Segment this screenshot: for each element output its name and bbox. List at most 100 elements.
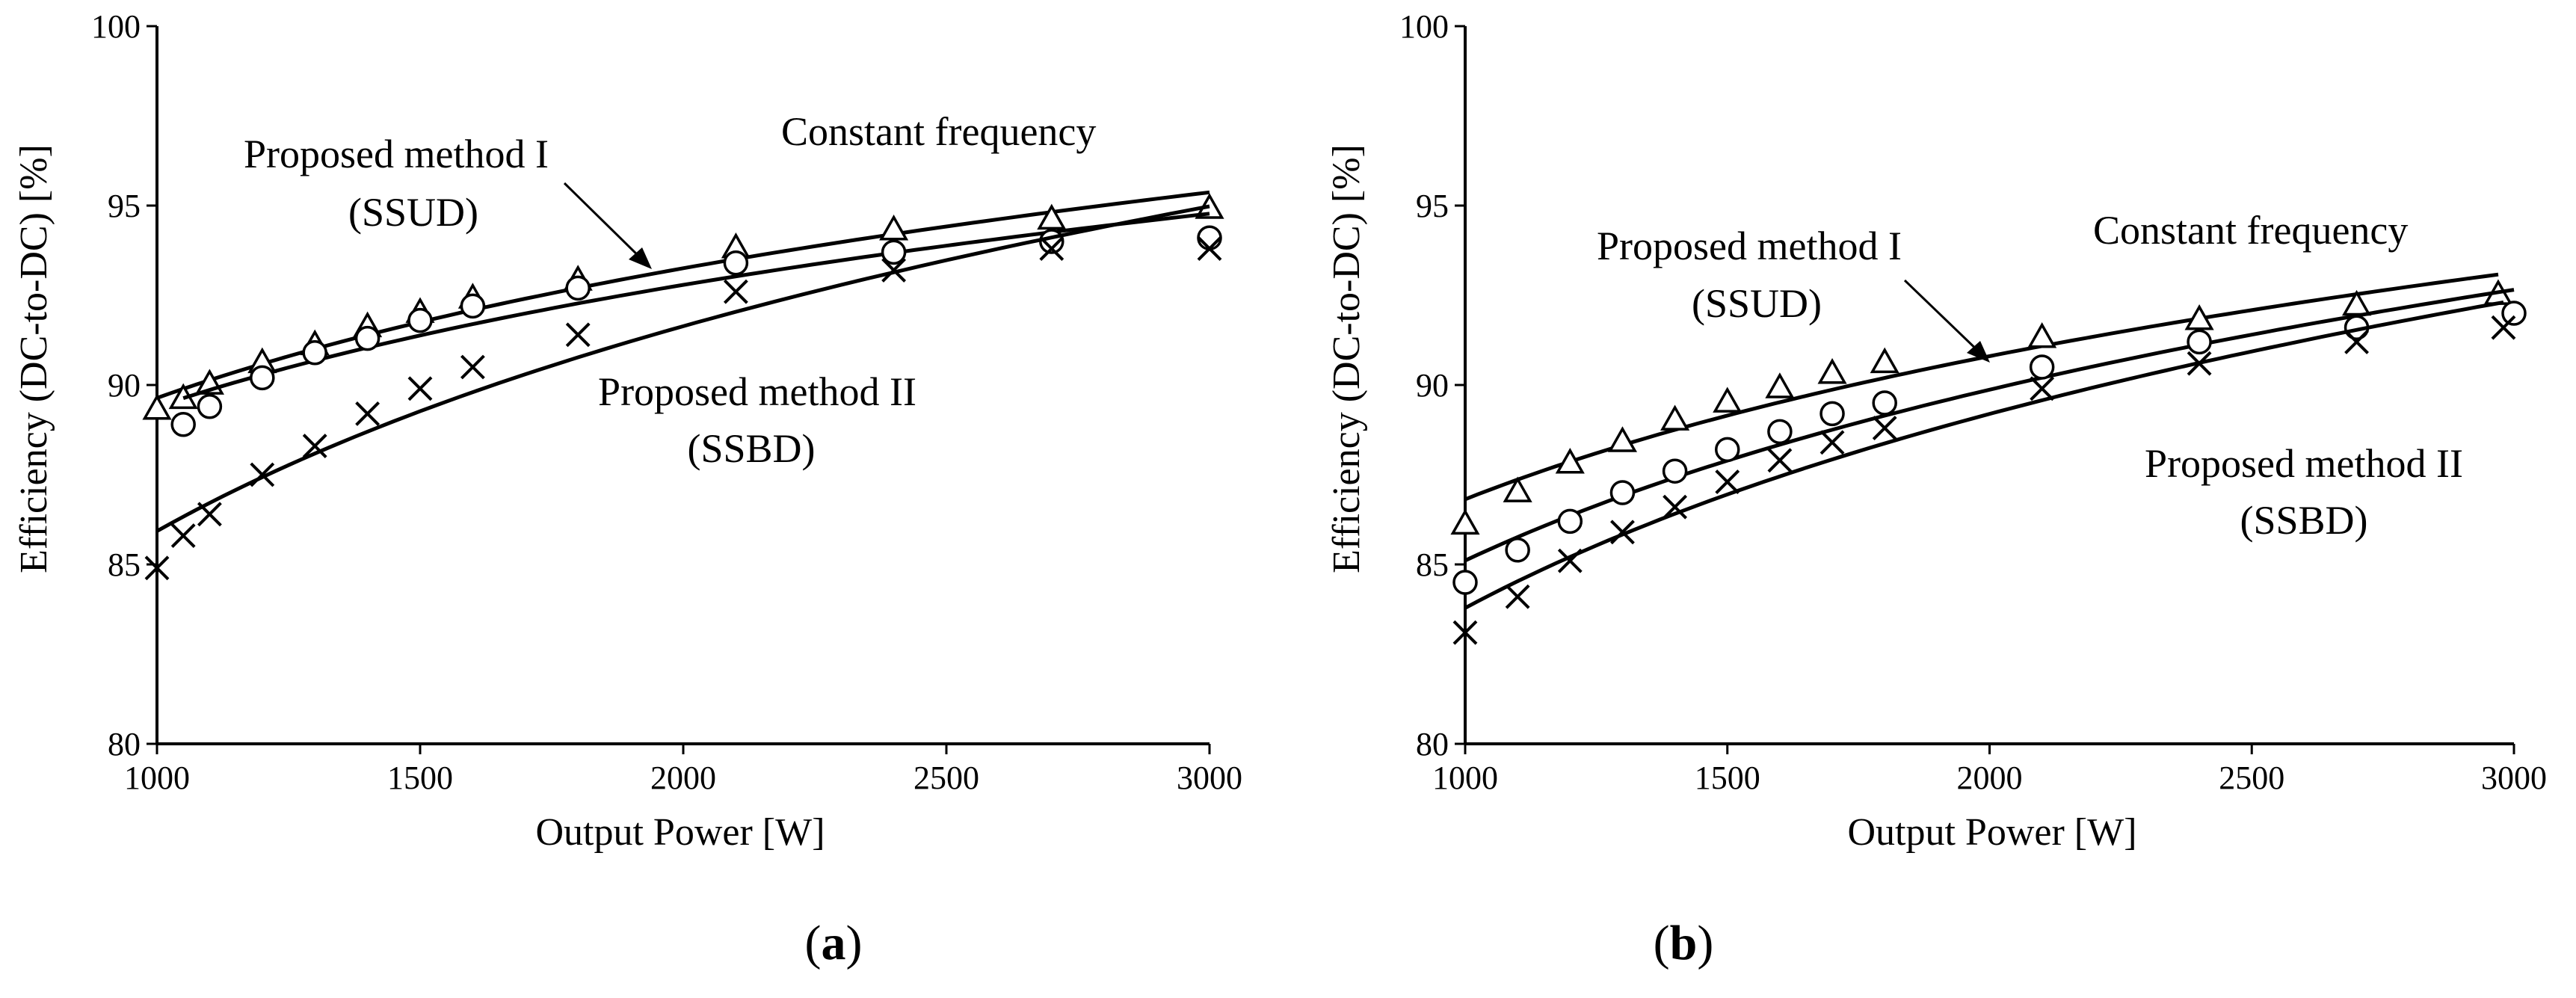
data-point-cross xyxy=(1505,584,1530,609)
chart-panel-a: 80 85 90 95 100 1000 1500 2000 2500 3000 Output P… xyxy=(13,8,1242,970)
data-point-triangle xyxy=(1765,372,1795,398)
data-point-circle xyxy=(1609,480,1636,505)
panel-label-b: (b) xyxy=(1654,916,1714,970)
label-constant-frequency-a: Constant frequency xyxy=(781,109,1096,154)
data-point-circle xyxy=(1872,390,1897,416)
data-point-circle xyxy=(1662,458,1688,484)
plot-area-b: 80 85 90 95 100 1000 1500 2000 2500 3000 xyxy=(1399,8,2547,796)
data-point-triangle xyxy=(1450,508,1480,535)
data-point-cross xyxy=(2344,329,2369,354)
data-point-cross xyxy=(1610,520,1635,545)
data-point-cross xyxy=(1872,416,1897,441)
data-point-circle xyxy=(354,325,380,351)
data-point-triangle xyxy=(1713,386,1743,413)
annotation-arrow-b xyxy=(1903,279,1990,363)
x-tick-label: 1500 xyxy=(1695,760,1760,796)
y-tick-label: 100 xyxy=(91,8,141,45)
y-tick-label: 90 xyxy=(108,367,141,404)
plot-area-a: 80 85 90 95 100 1000 1500 2000 2500 3000 xyxy=(91,8,1242,796)
label-constant-frequency-b: Constant frequency xyxy=(2093,208,2408,253)
x-tick-label: 3000 xyxy=(1177,760,1242,796)
data-point-circle xyxy=(1767,419,1793,445)
data-point-triangle xyxy=(2184,304,2214,330)
data-point-cross xyxy=(1452,620,1478,645)
y-tick-label: 90 xyxy=(1416,367,1449,404)
data-point-cross xyxy=(1715,469,1740,495)
series-line-circle xyxy=(1464,288,2515,563)
data-point-cross xyxy=(170,523,196,549)
data-point-cross xyxy=(302,434,327,459)
data-point-circle xyxy=(2029,354,2055,380)
y-tick-label: 80 xyxy=(108,726,141,763)
data-point-circle xyxy=(250,365,275,391)
label-method2-line2-b: (SSBD) xyxy=(2240,498,2367,543)
data-point-circle xyxy=(1452,570,1478,595)
data-point-triangle xyxy=(142,394,172,420)
data-point-cross xyxy=(723,279,748,304)
x-tick-label: 1500 xyxy=(387,760,453,796)
data-point-circle xyxy=(460,293,486,319)
data-point-triangle xyxy=(1037,203,1067,230)
annotation-arrow-a xyxy=(563,182,652,269)
x-tick-label: 3000 xyxy=(2481,760,2547,796)
y-tick-label: 85 xyxy=(1416,546,1449,583)
data-point-cross xyxy=(355,401,380,426)
data-point-circle xyxy=(1557,508,1583,535)
data-point-circle xyxy=(197,394,223,419)
data-point-circle xyxy=(407,307,433,333)
x-tick-label: 2500 xyxy=(913,760,979,796)
x-tick-label: 2500 xyxy=(2219,760,2284,796)
y-tick-label: 85 xyxy=(108,546,141,583)
y-tick-label: 80 xyxy=(1416,726,1449,763)
data-point-triangle xyxy=(879,215,909,241)
data-point-cross xyxy=(460,354,485,380)
label-method1-line1-a: Proposed method I xyxy=(244,132,549,176)
data-point-circle xyxy=(565,275,591,301)
data-point-circle xyxy=(2187,329,2212,355)
data-point-circle xyxy=(1505,537,1530,563)
label-method1-line1-b: Proposed method I xyxy=(1597,224,1902,268)
data-point-cross xyxy=(1819,430,1845,455)
data-point-circle xyxy=(723,250,749,276)
label-method2-line1-b: Proposed method II xyxy=(2145,441,2463,486)
data-point-circle xyxy=(2501,301,2527,326)
x-tick-label: 2000 xyxy=(1957,760,2023,796)
data-point-circle xyxy=(1715,437,1740,463)
series-line-triangle xyxy=(156,190,1210,400)
data-point-circle xyxy=(1197,225,1222,250)
data-point-cross xyxy=(197,502,222,527)
y-axis-title-b: Efficiency (DC-to-DC) [%] xyxy=(1325,144,1368,573)
data-point-triangle xyxy=(1870,347,1899,374)
data-point-cross xyxy=(1663,494,1688,520)
y-tick-label: 100 xyxy=(1399,8,1449,45)
data-point-cross xyxy=(1557,548,1583,573)
label-method2-line2-a: (SSBD) xyxy=(687,426,815,471)
data-point-cross xyxy=(407,376,433,401)
series-line-cross xyxy=(1464,300,2504,610)
y-axis-title-a: Efficiency (DC-to-DC) [%] xyxy=(13,144,55,573)
x-tick-label: 1000 xyxy=(1432,760,1498,796)
label-method1-line2-b: (SSUD) xyxy=(1692,281,1822,326)
data-point-circle xyxy=(1819,401,1845,427)
y-tick-label: 95 xyxy=(1416,188,1449,224)
x-tick-label: 1000 xyxy=(124,760,190,796)
data-point-cross xyxy=(1197,236,1222,262)
data-point-cross xyxy=(2030,376,2055,401)
label-method2-line1-a: Proposed method II xyxy=(598,369,916,414)
data-point-cross xyxy=(144,555,170,581)
data-point-triangle xyxy=(1555,448,1585,474)
data-point-cross xyxy=(1039,236,1064,262)
data-point-circle xyxy=(881,239,907,265)
data-point-triangle xyxy=(2027,322,2057,348)
series-line-circle xyxy=(182,212,1210,400)
data-point-triangle xyxy=(1503,476,1532,502)
data-point-cross xyxy=(1767,448,1793,473)
data-point-cross xyxy=(565,322,591,348)
data-point-circle xyxy=(302,340,327,366)
data-point-cross xyxy=(881,257,907,283)
data-point-triangle xyxy=(1607,426,1638,452)
panel-label-a: (a) xyxy=(805,916,863,970)
label-method1-line2-a: (SSUD) xyxy=(348,190,478,235)
chart-panel-b: 80 85 90 95 100 1000 1500 2000 2500 3000 Output P… xyxy=(1325,8,2547,970)
